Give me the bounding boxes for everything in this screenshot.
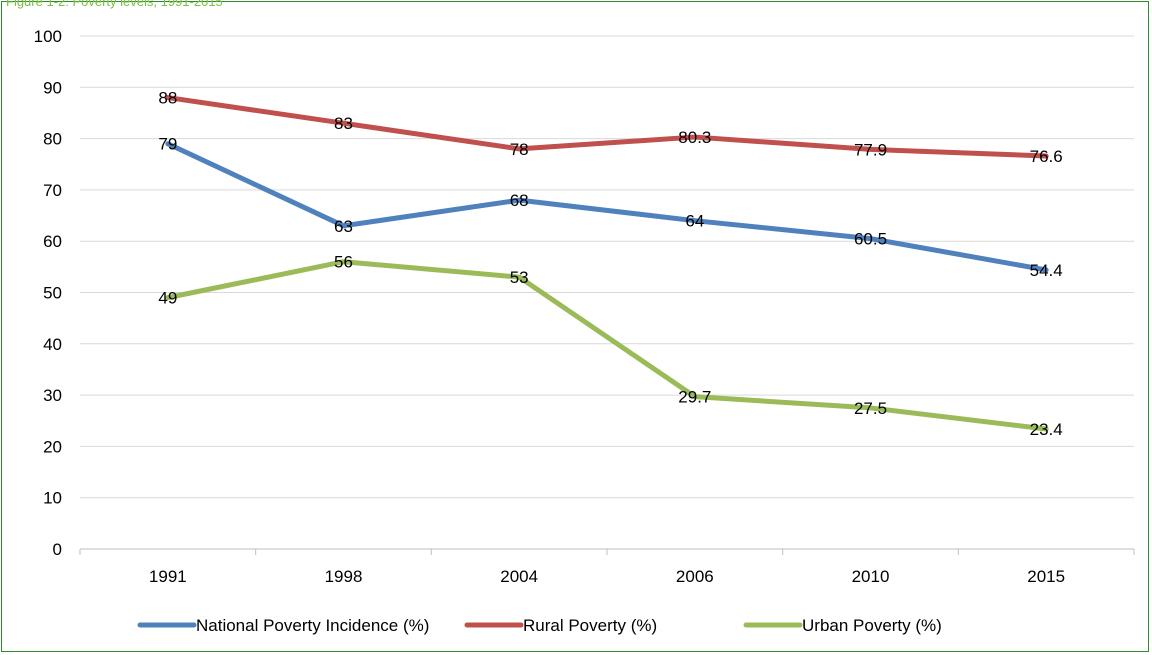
data-label-s1-2006: 80.3 — [678, 128, 711, 147]
data-label-s0-2015: 54.4 — [1030, 261, 1063, 280]
y-tick-label-70: 70 — [43, 181, 62, 200]
y-tick-label-40: 40 — [43, 335, 62, 354]
x-tick-label-2006: 2006 — [676, 567, 714, 586]
y-tick-label-0: 0 — [53, 540, 62, 559]
data-label-s0-1998: 63 — [334, 217, 353, 236]
data-label-s2-1991: 49 — [158, 289, 177, 308]
y-tick-label-20: 20 — [43, 437, 62, 456]
x-tick-label-2015: 2015 — [1027, 567, 1065, 586]
data-label-s0-1991: 79 — [158, 135, 177, 154]
data-label-s2-2004: 53 — [510, 268, 529, 287]
data-labels: 79 63 68 64 60.5 54.4 88 83 78 80.3 77.9 76.6 49 56 53… — [158, 89, 1062, 439]
data-label-s0-2010: 60.5 — [854, 230, 887, 249]
y-tick-label-90: 90 — [43, 78, 62, 97]
data-label-s1-2015: 76.6 — [1030, 147, 1063, 166]
y-tick-label-50: 50 — [43, 284, 62, 303]
series-line-0 — [165, 141, 1049, 273]
x-tick-label-1998: 1998 — [325, 567, 363, 586]
axes: 0 10 20 30 40 50 60 70 80 90 100 1991 1998 2004 2006 20… — [34, 27, 1135, 586]
y-tick-label-30: 30 — [43, 386, 62, 405]
x-tick-label-2010: 2010 — [852, 567, 890, 586]
data-label-s2-2015: 23.4 — [1030, 420, 1063, 439]
legend: National Poverty Incidence (%) Rural Pove… — [137, 616, 942, 635]
data-label-s2-2010: 27.5 — [854, 399, 887, 418]
data-label-s1-2010: 77.9 — [854, 140, 887, 159]
gridlines — [80, 35, 1134, 499]
legend-label-1: Rural Poverty (%) — [523, 616, 657, 635]
y-tick-label-10: 10 — [43, 489, 62, 508]
data-label-s0-2006: 64 — [685, 212, 704, 231]
x-tick-label-1991: 1991 — [149, 567, 187, 586]
data-label-s1-1998: 83 — [334, 114, 353, 133]
series-lines — [165, 95, 1049, 432]
data-label-s0-2004: 68 — [510, 191, 529, 210]
y-tick-label-100: 100 — [34, 27, 62, 46]
data-label-s2-2006: 29.7 — [678, 388, 711, 407]
x-tick-label-2004: 2004 — [500, 567, 538, 586]
data-label-s1-1991: 88 — [158, 89, 177, 108]
y-tick-label-80: 80 — [43, 130, 62, 149]
series-line-1 — [165, 95, 1049, 159]
y-tick-label-60: 60 — [43, 232, 62, 251]
data-label-s1-2004: 78 — [510, 140, 529, 159]
data-label-s2-1998: 56 — [334, 253, 353, 272]
figure-caption: Figure 1-2: Poverty levels, 1991-2015 — [6, 0, 223, 9]
series-line-2 — [165, 259, 1049, 432]
legend-label-0: National Poverty Incidence (%) — [196, 616, 429, 635]
legend-label-2: Urban Poverty (%) — [802, 616, 942, 635]
